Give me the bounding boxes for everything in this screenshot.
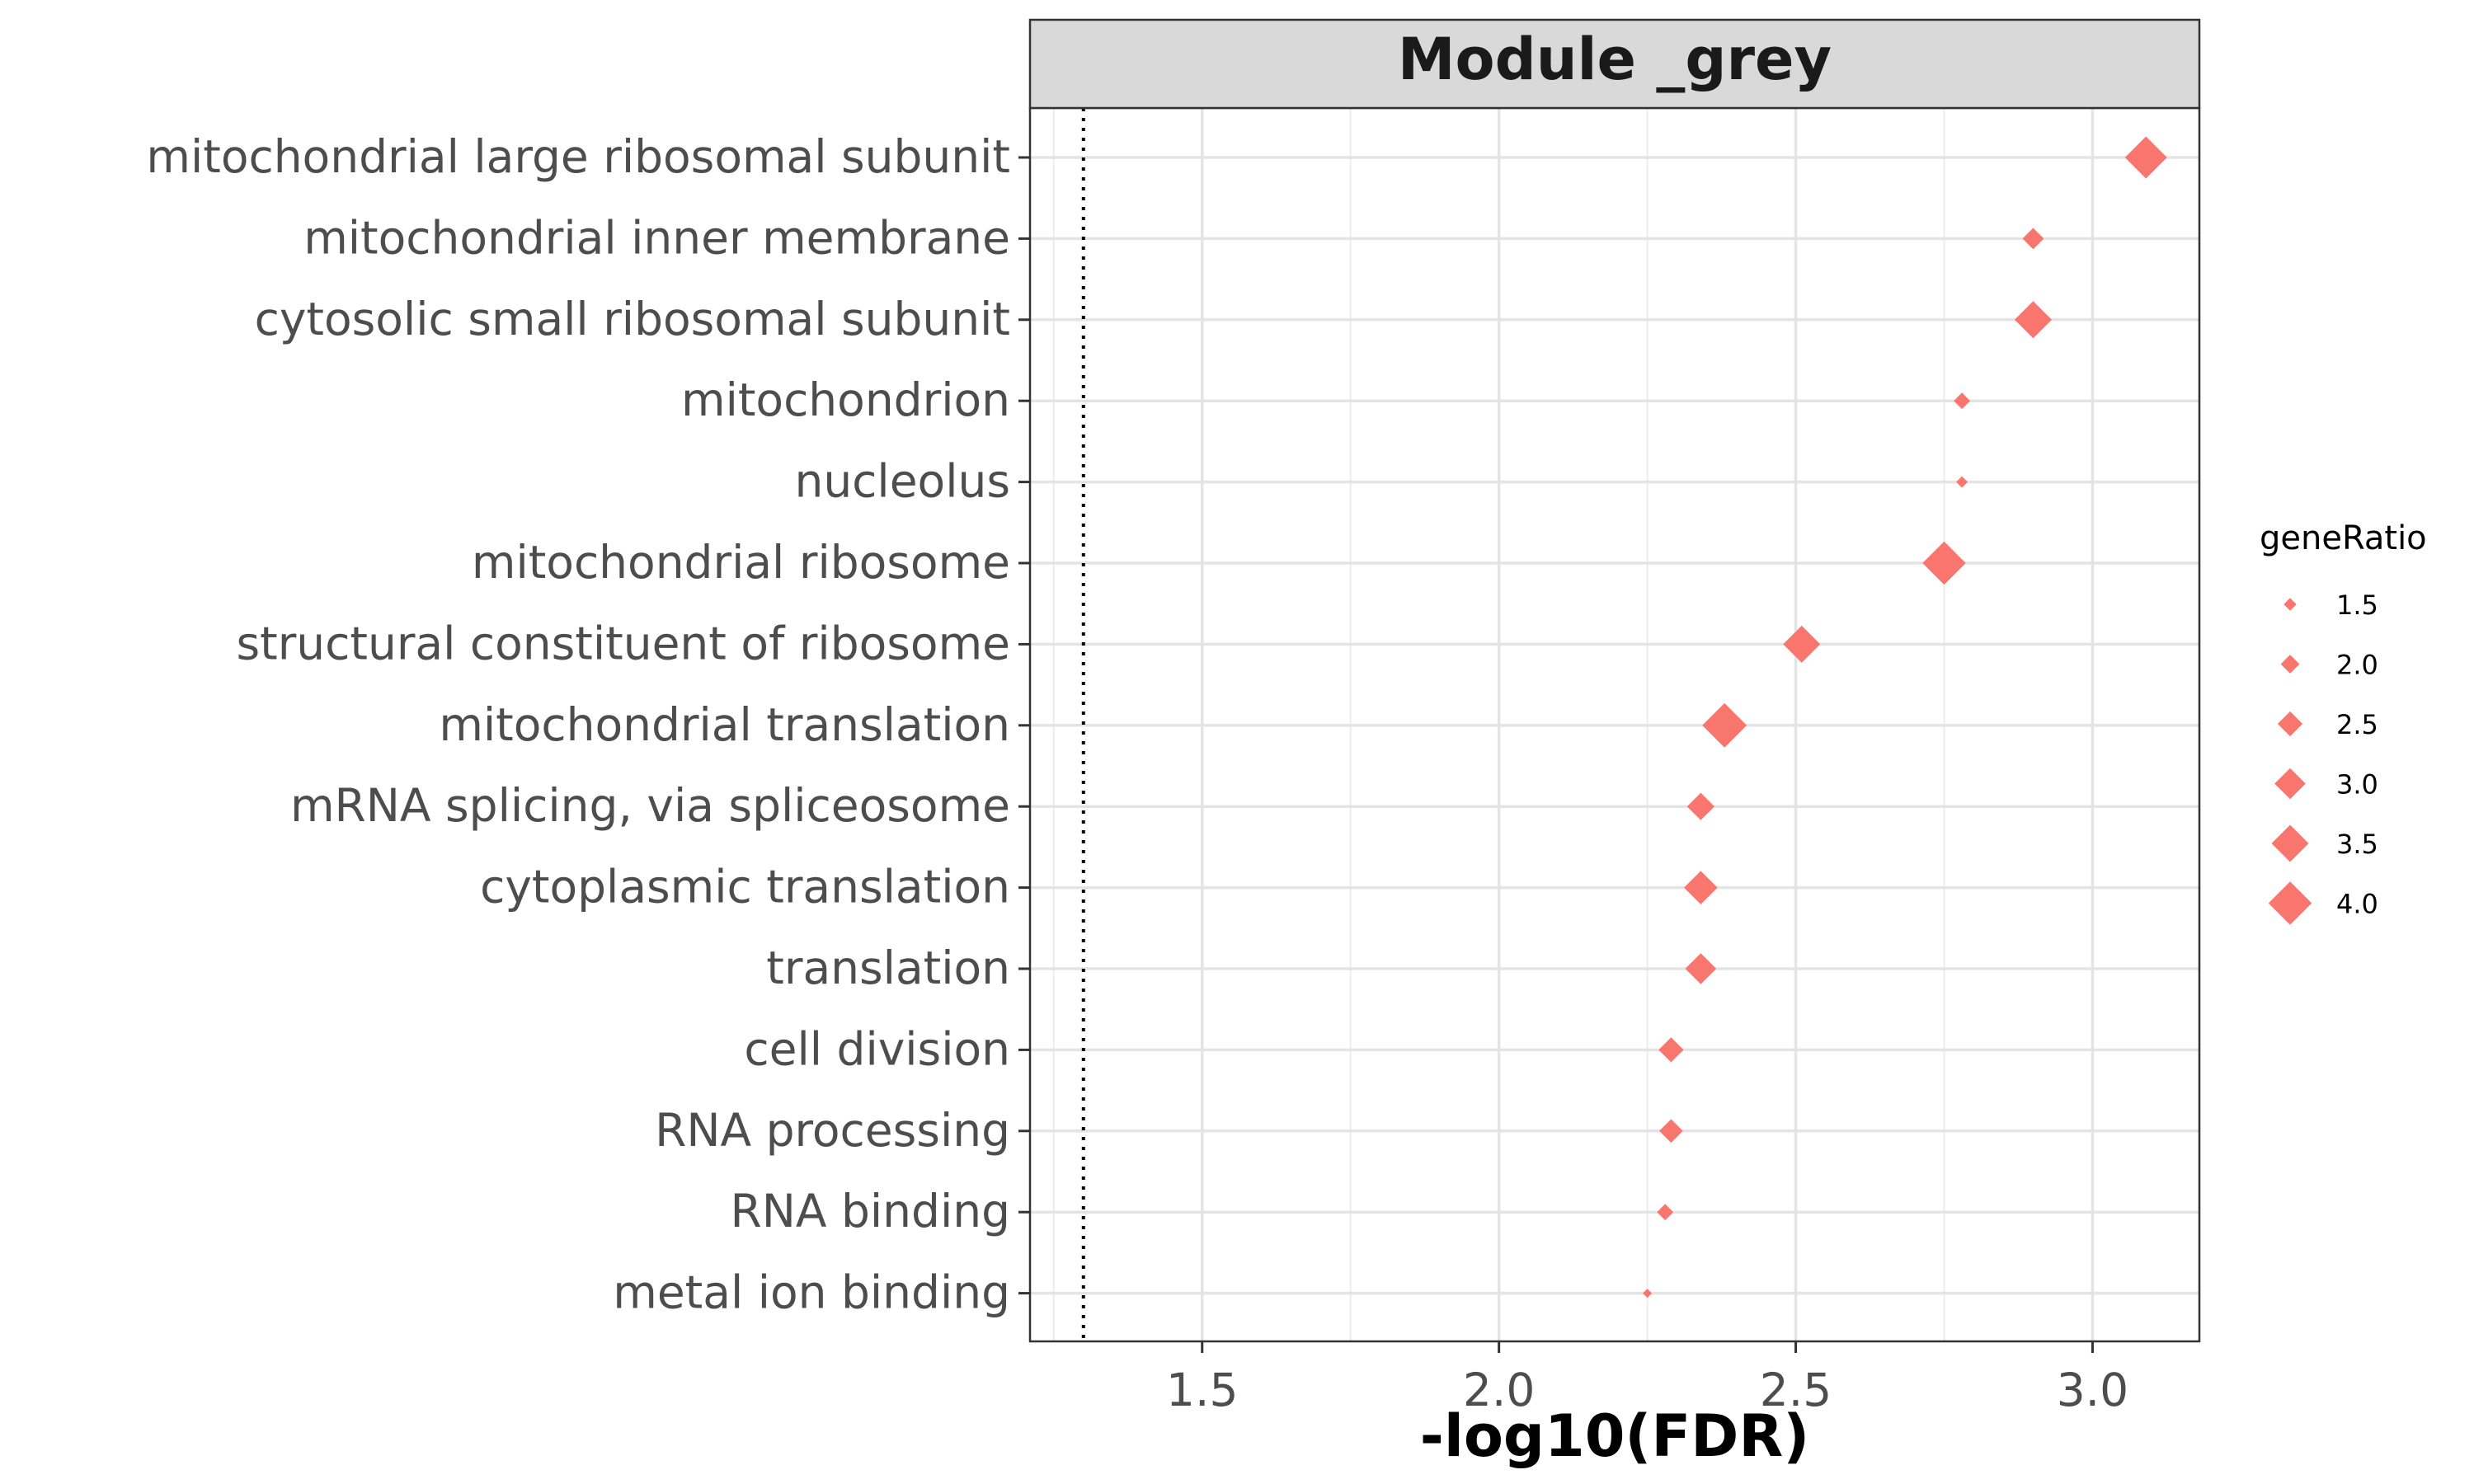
- y-tick-label: mitochondrial inner membrane: [303, 211, 1010, 264]
- data-point: [1686, 792, 1714, 820]
- data-point: [1658, 1037, 1684, 1063]
- data-point: [1659, 1119, 1683, 1144]
- legend-label: 3.5: [2336, 829, 2378, 860]
- legend-label: 2.5: [2336, 709, 2378, 740]
- data-point: [1657, 1204, 1674, 1221]
- y-tick-label: metal ion binding: [613, 1266, 1010, 1319]
- data-point: [1643, 1289, 1653, 1298]
- y-tick-label: mitochondrial large ribosomal subunit: [146, 130, 1010, 183]
- data-point: [1922, 541, 1966, 585]
- legend-key: [2280, 655, 2300, 674]
- legend: geneRatio 1.5 2.0 2.5 3.0 3.5 4.0: [2260, 519, 2427, 925]
- data-point: [1956, 476, 1968, 488]
- y-tick-label: structural constituent of ribosome: [236, 617, 1010, 669]
- legend-key: [2268, 881, 2312, 925]
- data-point: [2124, 136, 2167, 179]
- y-tick-label: translation: [766, 942, 1010, 994]
- y-tick-label: cytosolic small ribosomal subunit: [255, 293, 1010, 345]
- y-tick-label: nucleolus: [794, 455, 1010, 508]
- y-axis: mitochondrial large ribosomal subunit mit…: [146, 130, 1030, 1319]
- y-tick-label: cytoplasmic translation: [480, 861, 1010, 913]
- x-tick-label: 3.0: [2057, 1364, 2128, 1416]
- legend-key: [2277, 711, 2303, 737]
- data-points: [1643, 136, 2167, 1298]
- facet-strip-background: [1028, 18, 2201, 110]
- data-point: [1684, 871, 1718, 904]
- data-point: [1702, 702, 1747, 748]
- x-tick-label: 2.5: [1760, 1364, 1832, 1416]
- y-tick-label: mitochondrial translation: [439, 698, 1010, 751]
- legend-label: 3.0: [2336, 769, 2378, 801]
- legend-key: [2271, 824, 2309, 862]
- legend-label: 4.0: [2336, 889, 2378, 920]
- facet-strip: Module _grey: [1028, 18, 2201, 110]
- x-tick-label: 2.0: [1463, 1364, 1535, 1416]
- data-point: [1685, 953, 1717, 984]
- y-tick-label: cell division: [744, 1022, 1010, 1075]
- grid-lines: [1030, 108, 2199, 1341]
- x-axis-title: -log10(FDR): [1420, 1402, 1809, 1470]
- legend-key: [2274, 768, 2306, 800]
- facet-title: Module _grey: [1398, 26, 1832, 93]
- data-point: [1954, 392, 1971, 410]
- data-point: [2014, 301, 2052, 339]
- x-axis: 1.5 2.0 2.5 3.0: [1166, 1341, 2128, 1416]
- y-tick-label: RNA binding: [731, 1185, 1010, 1237]
- legend-title: geneRatio: [2260, 519, 2427, 557]
- y-tick-label: mRNA splicing, via spliceosome: [290, 779, 1010, 832]
- y-tick-label: mitochondrion: [681, 373, 1010, 426]
- legend-label: 1.5: [2336, 589, 2378, 621]
- y-tick-label: RNA processing: [655, 1104, 1010, 1157]
- data-point: [1783, 625, 1821, 663]
- legend-key: [2284, 598, 2297, 611]
- data-point: [2022, 228, 2044, 250]
- y-tick-label: mitochondrial ribosome: [472, 536, 1010, 589]
- legend-label: 2.0: [2336, 650, 2378, 681]
- x-tick-label: 1.5: [1166, 1364, 1238, 1416]
